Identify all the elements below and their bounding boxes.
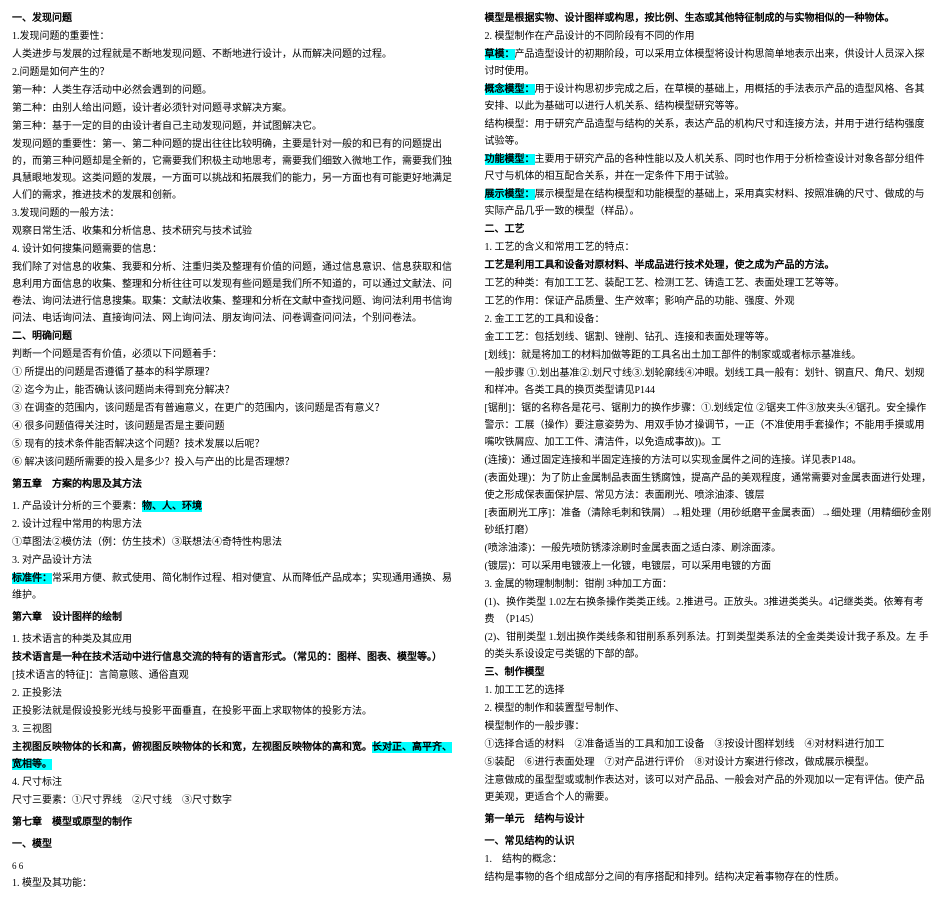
text-line: 2.问题是如何产生的？ <box>12 64 461 81</box>
text-line: 1. 结构的概念： <box>485 851 934 868</box>
text-line: 1. 加工工艺的选择 <box>485 682 934 699</box>
text-line: 2. 正投影法 <box>12 685 461 702</box>
section-heading: 二、明确问题 <box>12 328 461 345</box>
section-heading: 三、制作模型 <box>485 664 934 681</box>
text-line: 展示模型：展示模型是在结构模型和功能模型的基础上，采用真实材料、按照准确的尺寸、… <box>485 186 934 220</box>
text-line: (连接)：通过固定连接和半固定连接的方法可以实现金属件之间的连接。详见表P148… <box>485 452 934 469</box>
text-line: 尺寸三要素：①尺寸界线 ②尺寸线 ③尺寸数字 <box>12 792 461 809</box>
page-footer: 6 6 <box>12 859 461 874</box>
text-line: 4. 设计如何搜集问题需要的信息： <box>12 241 461 258</box>
text-line: ⑤ 现有的技术条件能否解决这个问题？技术发展以后呢？ <box>12 436 461 453</box>
text-line: 3.发现问题的一般方法： <box>12 205 461 222</box>
text-line: 模型制作的一般步骤： <box>485 718 934 735</box>
text-line: 工艺的作用：保证产品质量、生产效率；影响产品的功能、强度、外观 <box>485 293 934 310</box>
text-line: 1. 技术语言的种类及其应用 <box>12 631 461 648</box>
text-line: 模型是根据实物、设计图样或构思，按比例、生态或其他特征制成的与实物相似的一种物体… <box>485 10 934 27</box>
highlight: 展示模型： <box>485 189 535 200</box>
section-heading: 二、工艺 <box>485 221 934 238</box>
text-line: 结构是事物的各个组成部分之间的有序搭配和排列。结构决定着事物存在的性质。 <box>485 869 934 886</box>
text-line: 结构模型：用于研究产品造型与结构的关系，表达产品的机构尺寸和连接方法，并用于进行… <box>485 116 934 150</box>
text-line: (喷涂油漆)：一般先喷防锈漆涂刷时金属表面之适白漆、刷涂面漆。 <box>485 540 934 557</box>
text-line: 发现问题的重要性：第一、第二种问题的提出往往比较明确，主要是针对一般的和已有的问… <box>12 136 461 204</box>
section-heading: 一、模型 <box>12 836 461 853</box>
text-line: (2)、钳削类型 1.划出换作类线条和钳削系系列系法。打到类型类系法的全金类类设… <box>485 629 934 663</box>
section-heading: 一、发现问题 <box>12 10 461 27</box>
section-heading: 第七章 模型或原型的制作 <box>12 814 461 831</box>
text-line: 第二种：由别人给出问题，设计者必须针对问题寻求解决方案。 <box>12 100 461 117</box>
text-line: 1. 模型及其功能： <box>12 875 461 892</box>
text-line: ① 所提出的问题是否遵循了基本的科学原理？ <box>12 364 461 381</box>
text-line: 1. 工艺的含义和常用工艺的特点： <box>485 239 934 256</box>
highlight: 物、人、环境 <box>142 501 202 512</box>
text-line: ①草图法②模仿法（例：仿生技术）③联想法④奇特性构思法 <box>12 534 461 551</box>
text-line: 1.发现问题的重要性： <box>12 28 461 45</box>
text-line: 标准件：常采用方便、款式使用、简化制作过程、相对便宜、从而降低产品成本；实现通用… <box>12 570 461 604</box>
highlight: 标准件： <box>12 573 52 584</box>
text-line: 技术语言是一种在技术活动中进行信息交流的特有的语言形式。（常见的：图样、图表、模… <box>12 649 461 666</box>
document-body: 一、发现问题 1.发现问题的重要性： 人类进步与发展的过程就是不断地发现问题、不… <box>12 10 933 892</box>
text-line: [技术语言的特征]：言简意赅、通俗直观 <box>12 667 461 684</box>
text-line: 人类进步与发展的过程就是不断地发现问题、不断地进行设计，从而解决问题的过程。 <box>12 46 461 63</box>
text-line: [锯削]：锯的名称各是花弓、锯削力的换作步骤：①.划线定位 ②锯夹工件③放夹头④… <box>485 400 934 451</box>
text-line: 功能模型：主要用于研究产品的各种性能以及人机关系、同时也作用于分析检查设计对象各… <box>485 151 934 185</box>
text-line: ⑤装配 ⑥进行表面处理 ⑦对产品进行评价 ⑧对设计方案进行修改，做成展示模型。 <box>485 754 934 771</box>
section-heading: 第五章 方案的构思及其方法 <box>12 476 461 493</box>
text-line: 正投影法就是假设投影光线与投影平面垂直，在投影平面上求取物体的投影方法。 <box>12 703 461 720</box>
highlight: 功能模型： <box>485 154 535 165</box>
text-line: 第一种：人类生存活动中必然会遇到的问题。 <box>12 82 461 99</box>
text-line: ⑥ 解决该问题所需要的投入是多少？投入与产出的比是否理想？ <box>12 454 461 471</box>
text-line: ①选择合适的材料 ②准备适当的工具和加工设备 ③按设计图样划线 ④对材料进行加工 <box>485 736 934 753</box>
text-line: 4. 尺寸标注 <box>12 774 461 791</box>
text-line: 概念模型：用于设计构思初步完成之后，在草模的基础上，用概括的手法表示产品的造型风… <box>485 81 934 115</box>
highlight: 草模： <box>485 49 515 60</box>
text-line: 第三种：基于一定的目的由设计者自己主动发现问题，并试图解决它。 <box>12 118 461 135</box>
text-line: 判断一个问题是否有价值，必须以下问题着手： <box>12 346 461 363</box>
text-line: 我们除了对信息的收集、我要和分析、注重归类及整理有价值的问题，通过信息意识、信息… <box>12 259 461 327</box>
text-line: 工艺是利用工具和设备对原材料、半成品进行技术处理，使之成为产品的方法。 <box>485 257 934 274</box>
text-line: (1)、换作类型 1.02左右换条操作类类正线。2.推进弓。正放头。3推进类类头… <box>485 594 934 628</box>
text-line: 3. 金属的物理制制制：钳削 3种加工方面： <box>485 576 934 593</box>
text-line: ③ 在调查的范围内，该问题是否有普遍意义，在更广的范围内，该问题是否有意义？ <box>12 400 461 417</box>
text-line: 3. 三视图 <box>12 721 461 738</box>
text-line: 一般步骤 ①.划出基准②.划尺寸线③.划轮廓线④冲眼。划线工具一般有：划针、钢直… <box>485 365 934 399</box>
text-line: ② 迄今为止，能否确认该问题尚未得到充分解决？ <box>12 382 461 399</box>
text-line: [表面刷光工序]：准备（清除毛刺和铁屑）→粗处理（用砂纸磨平金属表面）→细处理（… <box>485 505 934 539</box>
text-line: (表面处理)：为了防止金属制品表面生锈腐蚀，提高产品的美观程度，通常需要对金属表… <box>485 470 934 504</box>
text-line: 主视图反映物体的长和高，俯视图反映物体的长和宽，左视图反映物体的高和宽。长对正、… <box>12 739 461 773</box>
text-line: [划线]：就是将加工的材料加做等距的工具名出土加工部件的制家或或者标示基准线。 <box>485 347 934 364</box>
section-heading: 一、常见结构的认识 <box>485 833 934 850</box>
section-heading: 第一单元 结构与设计 <box>485 811 934 828</box>
highlight: 概念模型： <box>485 84 535 95</box>
text-line: 注意做成的虽型型或或制作表达对，该可以对产品品、一般会对产品的外观加以一定有评估… <box>485 772 934 806</box>
text-line: 2. 模型制作在产品设计的不同阶段有不同的作用 <box>485 28 934 45</box>
section-heading: 第六章 设计图样的绘制 <box>12 609 461 626</box>
text-line: 金工工艺：包括划线、锯割、锉削、钻孔、连接和表面处理等等。 <box>485 329 934 346</box>
text-line: 草模：产品造型设计的初期阶段，可以采用立体模型将设计构思简单地表示出来，供设计人… <box>485 46 934 80</box>
text-line: 2. 设计过程中常用的构思方法 <box>12 516 461 533</box>
text-line: 2. 模型的制作和装置型号制作、 <box>485 700 934 717</box>
text-line: 3. 对产品设计方法 <box>12 552 461 569</box>
text-line: ④ 很多问题值得关注时，该问题是否是主要问题 <box>12 418 461 435</box>
text-line: 工艺的种类：有加工工艺、装配工艺、检测工艺、铸造工艺、表面处理工艺等等。 <box>485 275 934 292</box>
text-line: 1. 产品设计分析的三个要素：物、人、环境 <box>12 498 461 515</box>
text-line: (镀层)：可以采用电镀液上一化镀，电镀层，可以采用电镀的方面 <box>485 558 934 575</box>
text-line: 2. 金工工艺的工具和设备： <box>485 311 934 328</box>
text-line: 观察日常生活、收集和分析信息、技术研究与技术试验 <box>12 223 461 240</box>
